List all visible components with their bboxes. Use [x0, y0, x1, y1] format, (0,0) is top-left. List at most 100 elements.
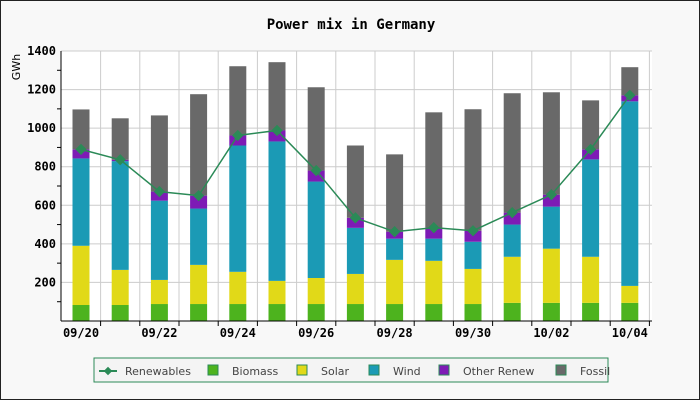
- bar-biomass: [621, 302, 639, 321]
- bar-other-renew: [503, 212, 521, 225]
- bar-solar: [268, 280, 286, 305]
- bar-solar: [150, 279, 168, 305]
- legend-label: Fossil: [580, 365, 610, 378]
- bar-fossil: [582, 100, 600, 150]
- bar-wind: [72, 158, 90, 246]
- bar-wind: [542, 206, 560, 249]
- y-tick-label: 600: [34, 198, 56, 212]
- bar-fossil: [229, 66, 247, 136]
- legend-label: Other Renew: [463, 365, 534, 378]
- legend-label: Wind: [393, 365, 421, 378]
- renewables-point: [232, 129, 244, 142]
- legend-swatch: [368, 364, 380, 376]
- y-tick-label: 400: [34, 237, 56, 251]
- y-tick-label: 200: [34, 275, 56, 289]
- bar-wind: [503, 224, 521, 257]
- bar-solar: [621, 285, 639, 303]
- bar-fossil: [150, 115, 168, 192]
- chart-title: Power mix in Germany: [267, 17, 436, 33]
- bar-wind: [621, 101, 639, 286]
- legend: Renewables Biomass Solar Wind Other Renew Fos…: [93, 357, 610, 383]
- bar-fossil: [190, 94, 208, 196]
- legend-label: Renewables: [125, 365, 191, 378]
- bar-solar: [503, 256, 521, 303]
- bar-solar: [386, 259, 404, 305]
- y-tick-label: 1400: [27, 44, 56, 58]
- bar-fossil: [542, 92, 560, 195]
- bar-fossil: [621, 67, 639, 96]
- legend-swatch: [296, 364, 308, 376]
- bar-wind: [386, 238, 404, 260]
- bar-solar: [464, 268, 482, 305]
- renewables-point: [310, 164, 322, 177]
- bar-wind: [111, 161, 129, 270]
- bar-biomass: [425, 304, 443, 321]
- bar-wind: [346, 227, 364, 274]
- renewables-point: [192, 189, 205, 202]
- bar-wind: [582, 159, 600, 257]
- bar-other-renew: [190, 195, 208, 209]
- bar-wind: [190, 208, 208, 265]
- bar-fossil: [386, 154, 404, 232]
- bar-fossil: [346, 145, 364, 218]
- bar-biomass: [386, 304, 404, 321]
- x-tick-label: 09/26: [298, 326, 334, 340]
- bar-biomass: [72, 304, 90, 321]
- y-tick-label: 1200: [27, 83, 56, 97]
- y-tick-label: 800: [34, 160, 56, 174]
- legend-label: Biomass: [232, 365, 279, 378]
- bar-fossil: [268, 62, 286, 131]
- bar-solar: [425, 260, 443, 305]
- x-tick-label: 09/20: [63, 326, 99, 340]
- y-axis-label: GWh: [10, 54, 23, 80]
- bar-biomass: [542, 302, 560, 321]
- bar-biomass: [111, 304, 129, 321]
- renewables-point: [428, 222, 440, 234]
- bar-biomass: [307, 304, 325, 321]
- bar-solar: [111, 269, 129, 305]
- renewables-point: [349, 212, 362, 224]
- bar-fossil: [307, 87, 325, 171]
- bar-biomass: [582, 302, 600, 321]
- bar-wind: [268, 141, 286, 281]
- renewables-point: [388, 226, 401, 238]
- bar-solar: [190, 264, 208, 305]
- bar-fossil: [111, 118, 129, 160]
- y-tick-label: 1000: [27, 121, 56, 135]
- legend-label: Solar: [321, 365, 350, 378]
- x-tick-label: 09/30: [455, 326, 491, 340]
- renewables-point: [153, 185, 166, 198]
- bar-solar: [346, 273, 364, 305]
- x-tick-label: 09/28: [377, 326, 413, 340]
- bar-fossil: [503, 93, 521, 213]
- bar-biomass: [190, 304, 208, 321]
- bar-biomass: [268, 304, 286, 321]
- bar-fossil: [72, 109, 90, 150]
- bar-solar: [307, 277, 325, 305]
- bar-biomass: [503, 302, 521, 321]
- bar-wind: [307, 181, 325, 278]
- renewables-point: [506, 206, 518, 219]
- legend-box: [93, 357, 609, 383]
- bar-other-renew: [542, 194, 560, 207]
- bar-fossil: [464, 109, 482, 231]
- x-tick-label: 10/04: [612, 326, 648, 340]
- bar-solar: [72, 245, 90, 305]
- bar-biomass: [229, 304, 247, 321]
- x-tick-label: 09/22: [141, 326, 177, 340]
- bar-solar: [542, 248, 560, 303]
- x-tick-label: 09/24: [220, 326, 256, 340]
- bar-wind: [464, 241, 482, 269]
- legend-swatch: [207, 364, 219, 376]
- x-tick-label: 10/02: [533, 326, 569, 340]
- bar-fossil: [425, 112, 443, 228]
- bar-biomass: [464, 304, 482, 321]
- legend-swatch: [555, 364, 567, 376]
- legend-diamond-icon: [103, 366, 113, 376]
- renewables-point: [545, 189, 558, 201]
- bar-wind: [150, 200, 168, 280]
- bar-biomass: [346, 304, 364, 321]
- bar-solar: [582, 256, 600, 303]
